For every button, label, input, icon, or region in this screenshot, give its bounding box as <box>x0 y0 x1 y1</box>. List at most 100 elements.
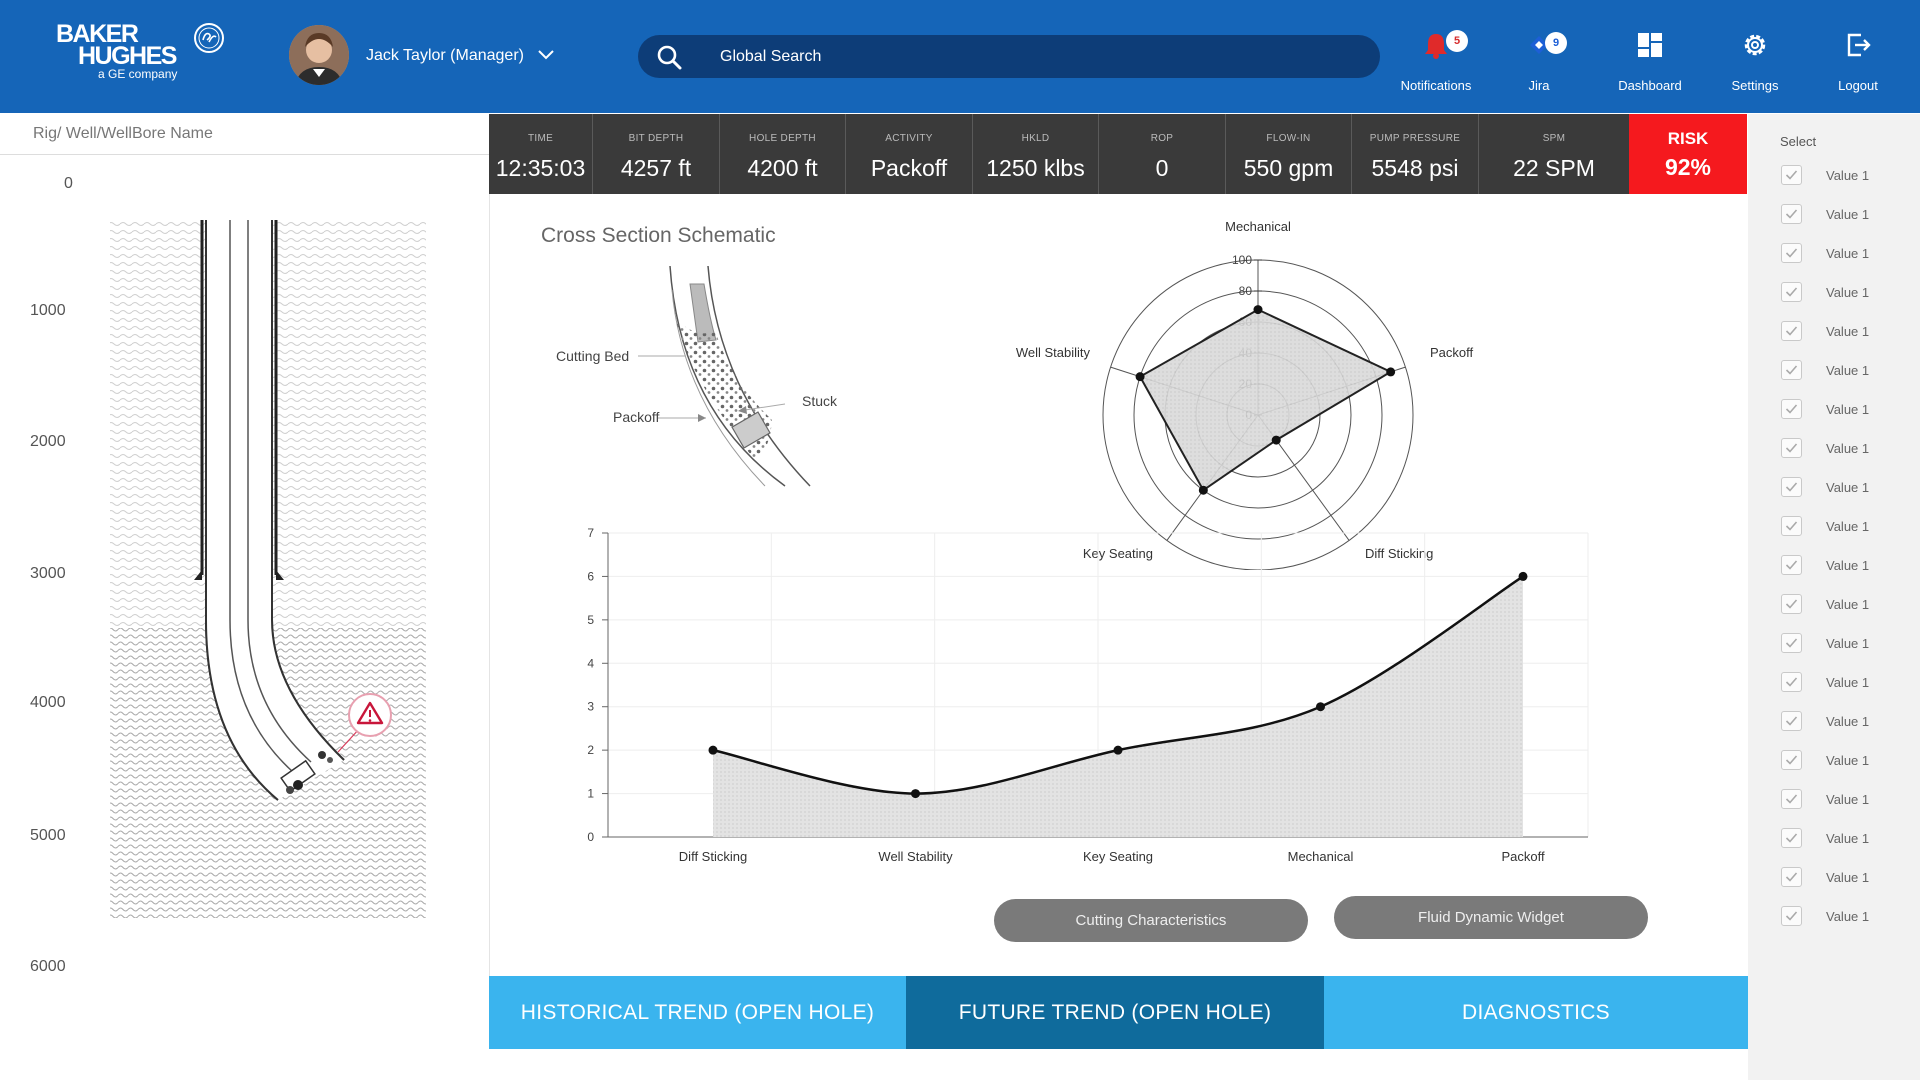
checkbox[interactable] <box>1781 165 1802 185</box>
radar-axis-label: Key Seating <box>1083 546 1153 561</box>
nav-notifications[interactable]: 5 Notifications <box>1386 30 1486 100</box>
option-label: Value 1 <box>1826 831 1870 846</box>
select-option[interactable]: Value 1 <box>1781 672 1911 694</box>
select-option[interactable]: Value 1 <box>1781 555 1911 577</box>
checkbox[interactable] <box>1781 516 1802 536</box>
x-tick-label: Well Stability <box>878 849 953 864</box>
radar-axis-label: Diff Sticking <box>1365 546 1433 561</box>
select-option[interactable]: Value 1 <box>1781 789 1911 811</box>
y-tick-label: 4 <box>587 656 594 670</box>
avatar[interactable] <box>289 25 349 85</box>
checkbox[interactable] <box>1781 477 1802 497</box>
data-point <box>1518 571 1528 581</box>
search-icon[interactable] <box>656 44 682 70</box>
radar-point <box>1386 367 1396 377</box>
option-label: Value 1 <box>1826 402 1870 417</box>
checkmark-icon <box>1785 560 1798 570</box>
data-point <box>911 789 920 799</box>
app-header: BAKER HUGHES a GE company Jack Taylor (M… <box>0 0 1920 113</box>
checkbox[interactable] <box>1781 633 1802 653</box>
data-point <box>708 745 718 755</box>
nav-settings[interactable]: Settings <box>1705 30 1805 100</box>
option-label: Value 1 <box>1826 792 1870 807</box>
checkbox[interactable] <box>1781 360 1802 380</box>
cutting-characteristics-button[interactable]: Cutting Characteristics <box>994 899 1308 942</box>
select-option[interactable]: Value 1 <box>1781 438 1911 460</box>
select-option[interactable]: Value 1 <box>1781 282 1911 304</box>
radar-point <box>1135 372 1145 382</box>
checkmark-icon <box>1785 287 1798 297</box>
baker-hughes-logo[interactable]: BAKER HUGHES a GE company <box>56 22 231 84</box>
bell-icon <box>1425 34 1447 59</box>
nav-jira[interactable]: 9 Jira <box>1489 30 1589 100</box>
nav-label-notifications: Notifications <box>1400 78 1472 93</box>
select-option[interactable]: Value 1 <box>1781 906 1911 928</box>
checkbox[interactable] <box>1781 243 1802 263</box>
metric-value: 12:35:03 <box>495 155 586 181</box>
tab-future-trend[interactable]: FUTURE TREND (OPEN HOLE) <box>906 976 1324 1049</box>
select-option[interactable]: Value 1 <box>1781 399 1911 421</box>
tab-historical-trend[interactable]: HISTORICAL TREND (OPEN HOLE) <box>489 976 906 1049</box>
option-label: Value 1 <box>1826 558 1870 573</box>
tab-diagnostics[interactable]: DIAGNOSTICS <box>1324 976 1748 1049</box>
checkbox[interactable] <box>1781 321 1802 341</box>
checkbox[interactable] <box>1781 282 1802 302</box>
checkmark-icon <box>1785 872 1798 882</box>
checkbox[interactable] <box>1781 789 1802 809</box>
checkbox[interactable] <box>1781 438 1802 458</box>
select-option[interactable]: Value 1 <box>1781 243 1911 265</box>
select-option[interactable]: Value 1 <box>1781 594 1911 616</box>
metric-value: 22 SPM <box>1513 155 1595 181</box>
search-input[interactable]: Global Search <box>720 48 822 65</box>
select-option[interactable]: Value 1 <box>1781 750 1911 772</box>
radar-series-polygon <box>1138 308 1393 492</box>
nav-logout[interactable]: Logout <box>1808 30 1908 100</box>
fluid-dynamic-widget-button[interactable]: Fluid Dynamic Widget <box>1334 896 1648 939</box>
dashboard-icon <box>1638 33 1662 57</box>
metric-label: TIME <box>527 133 554 144</box>
select-option[interactable]: Value 1 <box>1781 165 1911 187</box>
divider <box>0 154 489 155</box>
metric-flow-in: FLOW-IN 550 gpm <box>1225 114 1351 194</box>
select-option[interactable]: Value 1 <box>1781 867 1911 889</box>
checkbox[interactable] <box>1781 750 1802 770</box>
select-option[interactable]: Value 1 <box>1781 711 1911 733</box>
metric-hole-depth: HOLE DEPTH 4200 ft <box>719 114 845 194</box>
global-search-bar[interactable]: Global Search <box>638 35 1380 78</box>
checkbox[interactable] <box>1781 594 1802 614</box>
select-option[interactable]: Value 1 <box>1781 360 1911 382</box>
radar-axis-label: Mechanical <box>1225 219 1291 234</box>
checkmark-icon <box>1785 365 1798 375</box>
checkmark-icon <box>1785 911 1798 921</box>
checkbox[interactable] <box>1781 828 1802 848</box>
jira-icon <box>1530 36 1548 54</box>
option-label: Value 1 <box>1826 207 1870 222</box>
select-option[interactable]: Value 1 <box>1781 828 1911 850</box>
notification-count-badge: 5 <box>1446 30 1468 52</box>
select-option[interactable]: Value 1 <box>1781 321 1911 343</box>
checkmark-icon <box>1785 794 1798 804</box>
select-option[interactable]: Value 1 <box>1781 516 1911 538</box>
y-tick-label: 1 <box>587 787 594 801</box>
logout-icon <box>1847 33 1871 57</box>
nav-dashboard[interactable]: Dashboard <box>1600 30 1700 100</box>
option-label: Value 1 <box>1826 909 1870 924</box>
select-option[interactable]: Value 1 <box>1781 477 1911 499</box>
chevron-down-icon[interactable] <box>537 49 555 61</box>
checkbox[interactable] <box>1781 555 1802 575</box>
checkbox[interactable] <box>1781 672 1802 692</box>
select-option[interactable]: Value 1 <box>1781 633 1911 655</box>
checkbox[interactable] <box>1781 711 1802 731</box>
data-point <box>1316 702 1325 712</box>
checkbox[interactable] <box>1781 399 1802 419</box>
checkmark-icon <box>1785 326 1798 336</box>
checkbox[interactable] <box>1781 867 1802 887</box>
select-option[interactable]: Value 1 <box>1781 204 1911 226</box>
risk-indicator: RISK 92% <box>1629 114 1747 194</box>
y-tick-label: 3 <box>587 700 594 714</box>
user-name[interactable]: Jack Taylor (Manager) <box>366 47 524 64</box>
nav-label-logout: Logout <box>1838 78 1878 93</box>
checkbox[interactable] <box>1781 204 1802 224</box>
checkbox[interactable] <box>1781 906 1802 926</box>
warning-icon[interactable] <box>348 693 392 737</box>
